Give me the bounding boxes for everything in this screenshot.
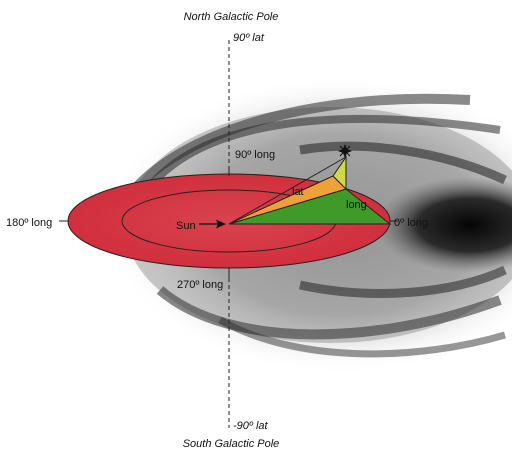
star-line [228, 156, 347, 225]
long-0-label: 0º long [394, 217, 428, 229]
sun-label: Sun [176, 220, 196, 232]
lat-label: lat [292, 186, 304, 198]
spiral-arm [218, 316, 506, 358]
long-label: long [346, 199, 367, 211]
spiral-arm [299, 265, 507, 298]
spiral-arm [156, 286, 502, 340]
spiral-arm [136, 114, 501, 203]
south-pole-label: South Galactic Pole [183, 438, 280, 450]
spiral-arm [299, 141, 507, 185]
long-180-label: 180º long [6, 217, 52, 229]
long-90-label: 90º long [235, 149, 275, 161]
star-icon [338, 144, 352, 158]
long-270-label: 270º long [177, 279, 223, 291]
south-lat-label: -90º lat [233, 420, 269, 432]
galactic-core [375, 177, 512, 273]
north-lat-label: 90º lat [233, 32, 265, 44]
arrow-icon [199, 219, 226, 229]
north-pole-label: North Galactic Pole [184, 11, 279, 23]
